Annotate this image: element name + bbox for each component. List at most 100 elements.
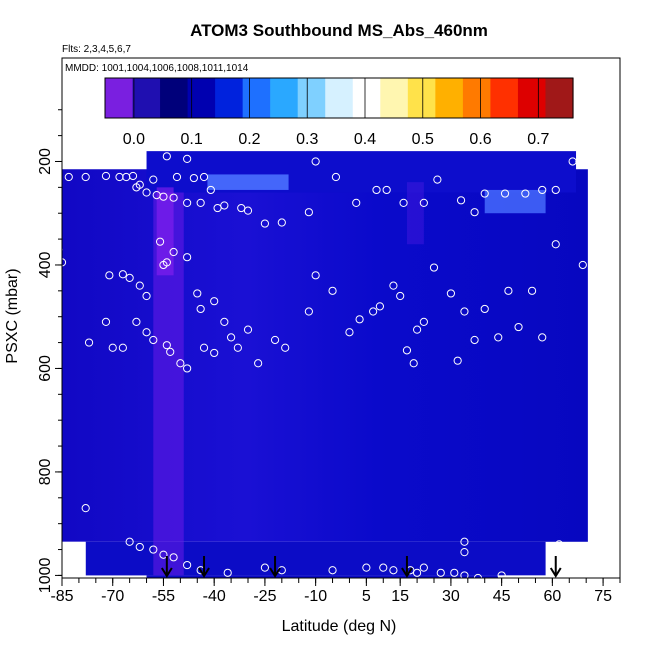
observation-point: [176, 359, 185, 368]
observation-point: [460, 571, 469, 578]
x-tick-label: -40: [203, 588, 226, 605]
x-axis-label: Latitude (deg N): [282, 618, 397, 635]
observation-point: [331, 172, 341, 182]
observation-point: [372, 185, 381, 195]
x-tick-label: -25: [253, 588, 276, 605]
observation-point: [135, 281, 144, 290]
x-tick-label: -85: [50, 588, 73, 605]
observation-point: [352, 198, 361, 207]
observation-point: [538, 333, 547, 342]
observation-point: [311, 157, 320, 166]
observation-point: [260, 219, 270, 228]
y-tick-label: 600: [37, 355, 54, 382]
observation-point: [328, 286, 337, 295]
observation-point: [155, 237, 165, 246]
observation-point: [125, 273, 134, 283]
colorbar-swatch: [352, 78, 381, 118]
observation-point: [220, 201, 229, 210]
observation-point: [389, 281, 398, 290]
observation-point: [101, 171, 111, 181]
observation-point: [199, 172, 209, 182]
observation-point: [101, 317, 111, 326]
observation-point: [588, 498, 598, 508]
flight-marker-arrow: [549, 556, 562, 578]
colorbar-tick-label: 0.2: [238, 131, 260, 148]
observation-point: [206, 185, 215, 195]
x-tick-label: -10: [304, 588, 327, 605]
field-light-patch-3: [406, 182, 424, 245]
observation-point: [210, 348, 219, 358]
observation-point: [369, 307, 378, 316]
field-gap-left: [62, 541, 86, 578]
colorbar-tick-label: 0.4: [354, 131, 376, 148]
colorbar-swatch: [187, 78, 216, 118]
observation-point: [142, 328, 151, 337]
observation-point: [433, 175, 442, 184]
observation-point: [105, 271, 114, 280]
heatmap-field: [62, 151, 588, 578]
observation-point: [453, 356, 462, 365]
observation-point: [183, 154, 192, 163]
observation-point: [551, 185, 560, 195]
observation-point: [460, 307, 469, 316]
y-tick-label: 1000: [37, 558, 54, 594]
observation-point: [500, 189, 510, 198]
observation-point: [578, 260, 587, 270]
observation-point: [450, 568, 459, 577]
observation-point: [527, 286, 537, 295]
x-tick-label: 5: [362, 588, 371, 605]
y-axis: 200 400 600 800 1000: [37, 109, 62, 594]
observation-point: [210, 297, 219, 306]
observation-point: [399, 198, 408, 207]
observation-point: [142, 291, 151, 301]
observation-point: [328, 566, 337, 575]
field-light-patch-2: [484, 189, 546, 214]
observation-point: [81, 172, 90, 182]
observation-point: [555, 540, 564, 549]
observation-point: [497, 571, 506, 578]
colorbar-swatch: [407, 78, 436, 118]
observation-point: [189, 173, 198, 183]
observation-points: [62, 152, 598, 578]
observation-point: [169, 193, 178, 202]
observation-point: [149, 175, 158, 184]
observation-point: [355, 315, 364, 324]
observation-point: [162, 258, 171, 267]
observation-point: [193, 289, 202, 298]
colorbar-swatch: [380, 78, 409, 118]
observation-point: [480, 304, 489, 314]
colorbar-tick-label: 0.1: [181, 131, 203, 148]
observation-point: [172, 172, 182, 182]
flights-note: Flts: 2,3,4,5,6,7: [62, 44, 131, 55]
observation-point: [166, 347, 175, 356]
colorbar-frame: [104, 77, 574, 119]
observation-point: [446, 289, 456, 298]
observation-point: [128, 171, 138, 181]
observation-point: [159, 192, 168, 201]
flight-marker-arrow: [269, 556, 281, 578]
observation-point: [412, 325, 422, 334]
observation-point: [304, 307, 313, 316]
x-axis: -85 -70 -55 -40 -25 -10 5 15 30 45 60 75: [50, 578, 621, 605]
observation-point: [159, 550, 168, 559]
observation-point: [402, 346, 412, 355]
y-tick-label: 200: [37, 148, 54, 175]
observation-point: [494, 333, 503, 342]
colorbar-swatch: [297, 78, 326, 118]
observation-point: [183, 253, 192, 262]
observation-point: [233, 343, 242, 352]
observation-point: [132, 317, 141, 326]
field-body: [62, 169, 588, 542]
observation-point: [142, 188, 151, 197]
observation-point: [118, 270, 127, 279]
colorbar-swatch: [270, 78, 299, 118]
observation-point: [409, 359, 418, 368]
colorbar-swatch: [545, 78, 574, 118]
observation-point: [470, 335, 479, 345]
flight-marker-arrow: [401, 556, 413, 578]
observation-point: [521, 189, 530, 198]
observation-point: [429, 263, 439, 272]
observation-point: [379, 563, 388, 572]
observation-point: [551, 240, 560, 249]
